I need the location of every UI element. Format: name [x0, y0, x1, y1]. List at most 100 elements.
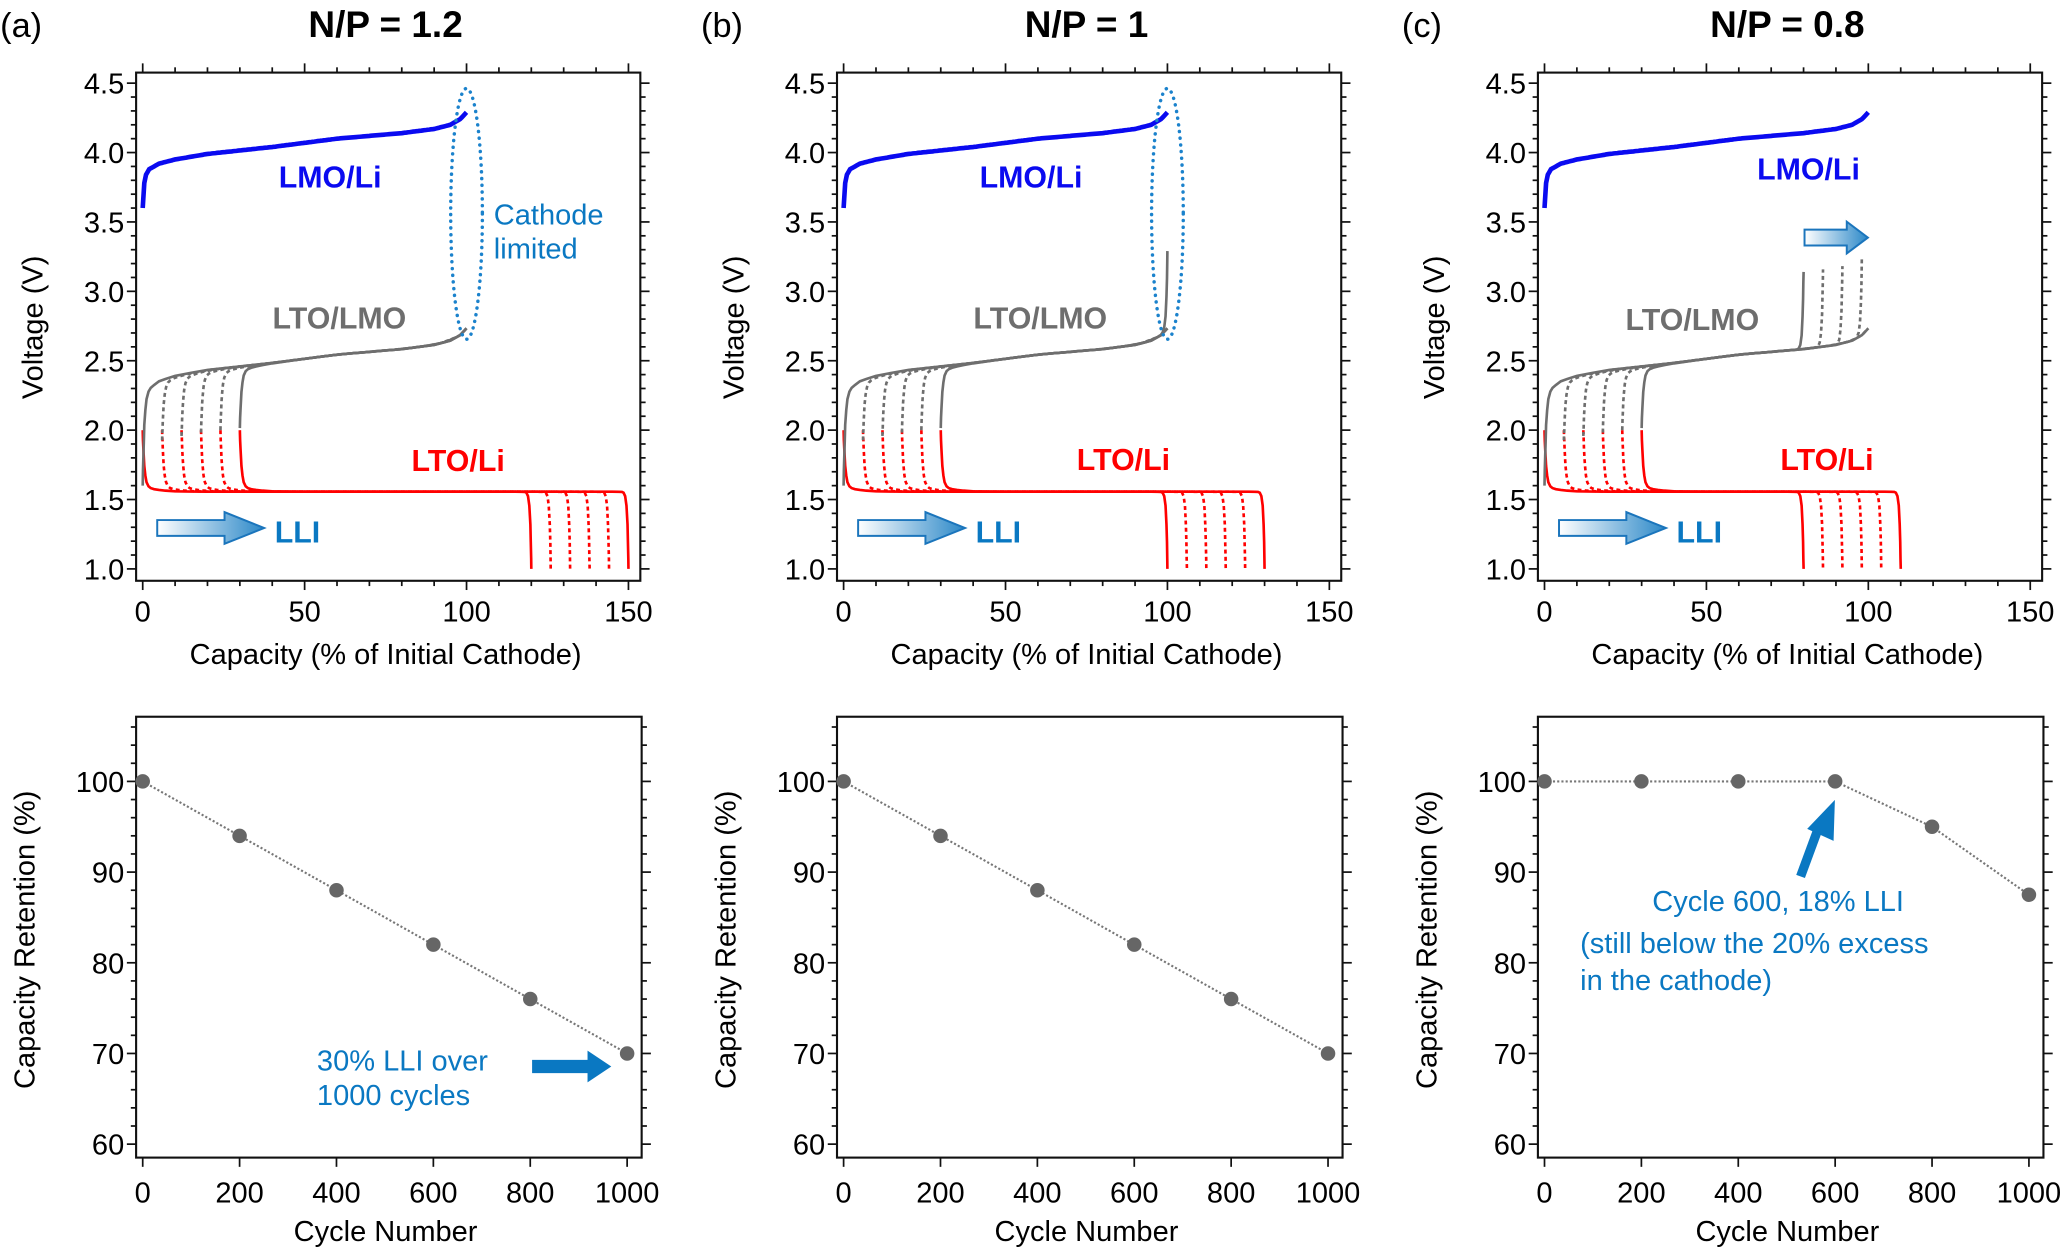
x-tick-label: 100: [1844, 597, 1892, 629]
data-point: [1827, 774, 1843, 789]
x-tick-label: 50: [288, 597, 320, 629]
retention-line: [1544, 780, 2030, 896]
x-axis-label: Cycle Number: [995, 1216, 1179, 1248]
y-tick-label: 80: [92, 948, 124, 980]
lto-lmo-curve: [180, 327, 468, 437]
annotation-text: (still below the 20% excess: [1580, 928, 1928, 960]
lto-lmo-curve: [1620, 327, 1870, 431]
x-tick-label: 1000: [595, 1177, 660, 1209]
y-tick-label: 70: [793, 1039, 825, 1071]
y-tick-label: 1.5: [84, 485, 124, 517]
data-point: [1223, 991, 1239, 1007]
lto-li-curve: [160, 430, 553, 569]
y-tick-label: 2.0: [785, 416, 825, 448]
data-point: [1634, 774, 1649, 789]
y-tick-label: 1.5: [785, 485, 825, 517]
cathode-limited-ellipse: [448, 86, 485, 341]
x-axis-label: Cycle Number: [1695, 1216, 1879, 1248]
lto-lmo-label: LTO/LMO: [1625, 304, 1759, 337]
plot-frame: [835, 715, 1344, 1159]
lto-li-curve: [939, 430, 1266, 569]
y-tick-label: 3.0: [1486, 277, 1526, 309]
lto-lmo-label: LTO/LMO: [973, 303, 1107, 336]
cathode-limited-label: limited: [494, 234, 578, 266]
y-tick-label: 90: [793, 858, 825, 890]
lto-li-curve: [1601, 430, 1864, 569]
y-tick-label: 2.0: [84, 416, 124, 448]
lto-li-curve: [1543, 430, 1805, 569]
x-axis-label: Capacity (% of Initial Cathode): [1591, 639, 1983, 671]
x-axis-label: Capacity (% of Initial Cathode): [891, 639, 1283, 671]
x-tick-label: 0: [836, 597, 852, 629]
annotation-text: 30% LLI over: [317, 1045, 488, 1077]
x-tick-label: 0: [836, 1177, 852, 1209]
x-tick-label: 150: [604, 597, 652, 629]
retention-line: [843, 780, 1329, 1055]
y-tick-label: 80: [1494, 948, 1526, 980]
data-point: [1030, 882, 1045, 898]
voltage-chart-a: [126, 63, 650, 591]
plot-frame: [1536, 715, 2045, 1159]
lto-li-curve: [199, 430, 591, 569]
voltage-chart-c: [1528, 63, 2052, 591]
lto-lmo-curve: [199, 327, 468, 433]
y-tick-label: 4.5: [785, 69, 825, 101]
y-axis-label: Capacity Retention (%): [1411, 791, 1443, 1089]
lto-li-curve: [1581, 430, 1844, 569]
y-tick-label: 1.0: [1486, 554, 1526, 586]
panel-letter: (b): [701, 7, 743, 45]
x-tick-label: 200: [916, 1177, 964, 1209]
panel-letter: (a): [0, 7, 42, 45]
annotation-text: in the cathode): [1580, 965, 1772, 997]
annotation-text: Cycle 600, 18% LLI: [1652, 886, 1904, 918]
lto-li-curve: [1562, 430, 1825, 569]
y-tick-label: 4.0: [785, 138, 825, 170]
annotation-arrowhead-icon: [1807, 799, 1835, 841]
y-tick-label: 2.5: [84, 346, 124, 378]
lto-li-curve: [238, 430, 630, 569]
x-tick-label: 200: [215, 1177, 263, 1209]
x-tick-label: 100: [1143, 597, 1191, 629]
x-tick-label: 200: [1617, 1177, 1665, 1209]
retention-line: [142, 780, 628, 1055]
x-tick-label: 100: [442, 597, 490, 629]
data-point: [1537, 774, 1552, 789]
data-point: [1127, 937, 1142, 952]
data-point: [426, 937, 441, 952]
lmo-li-curve: [140, 110, 469, 209]
data-point: [1731, 774, 1746, 789]
data-point: [2021, 887, 2037, 903]
x-tick-label: 600: [409, 1177, 457, 1209]
shift-arrow-icon: [1803, 219, 1870, 256]
y-axis-label: Capacity Retention (%): [710, 791, 742, 1089]
x-tick-label: 0: [1536, 597, 1552, 629]
x-tick-label: 1000: [1296, 1177, 1361, 1209]
y-tick-label: 4.0: [84, 138, 124, 170]
cathode-limited-label: Cathode: [494, 199, 604, 231]
y-tick-label: 3.0: [84, 277, 124, 309]
chart-title: N/P = 0.8: [1710, 4, 1864, 45]
plot-frame: [135, 715, 643, 1159]
data-point: [1924, 819, 1940, 835]
lto-lmo-curve: [900, 327, 1169, 433]
lto-li-curve: [219, 430, 611, 569]
y-tick-label: 4.0: [1486, 138, 1526, 170]
y-tick-label: 70: [1494, 1039, 1526, 1071]
lto-lmo-curve: [219, 327, 468, 431]
x-tick-label: 0: [135, 1177, 151, 1209]
lto-lmo-curve: [861, 327, 1169, 441]
x-axis-label: Capacity (% of Initial Cathode): [190, 639, 582, 671]
data-point: [329, 882, 344, 898]
data-point: [836, 774, 851, 789]
y-tick-label: 3.0: [785, 277, 825, 309]
lli-arrow-icon: [1558, 510, 1669, 546]
lto-lmo-curve: [939, 327, 1169, 429]
data-point: [522, 991, 538, 1007]
lli-label: LLI: [275, 517, 321, 550]
data-point: [619, 1046, 635, 1061]
x-tick-label: 150: [1305, 597, 1353, 629]
lto-lmo-label: LTO/LMO: [273, 303, 407, 336]
voltage-chart-b: [827, 63, 1351, 591]
y-axis-label: Voltage (V): [1419, 256, 1451, 400]
